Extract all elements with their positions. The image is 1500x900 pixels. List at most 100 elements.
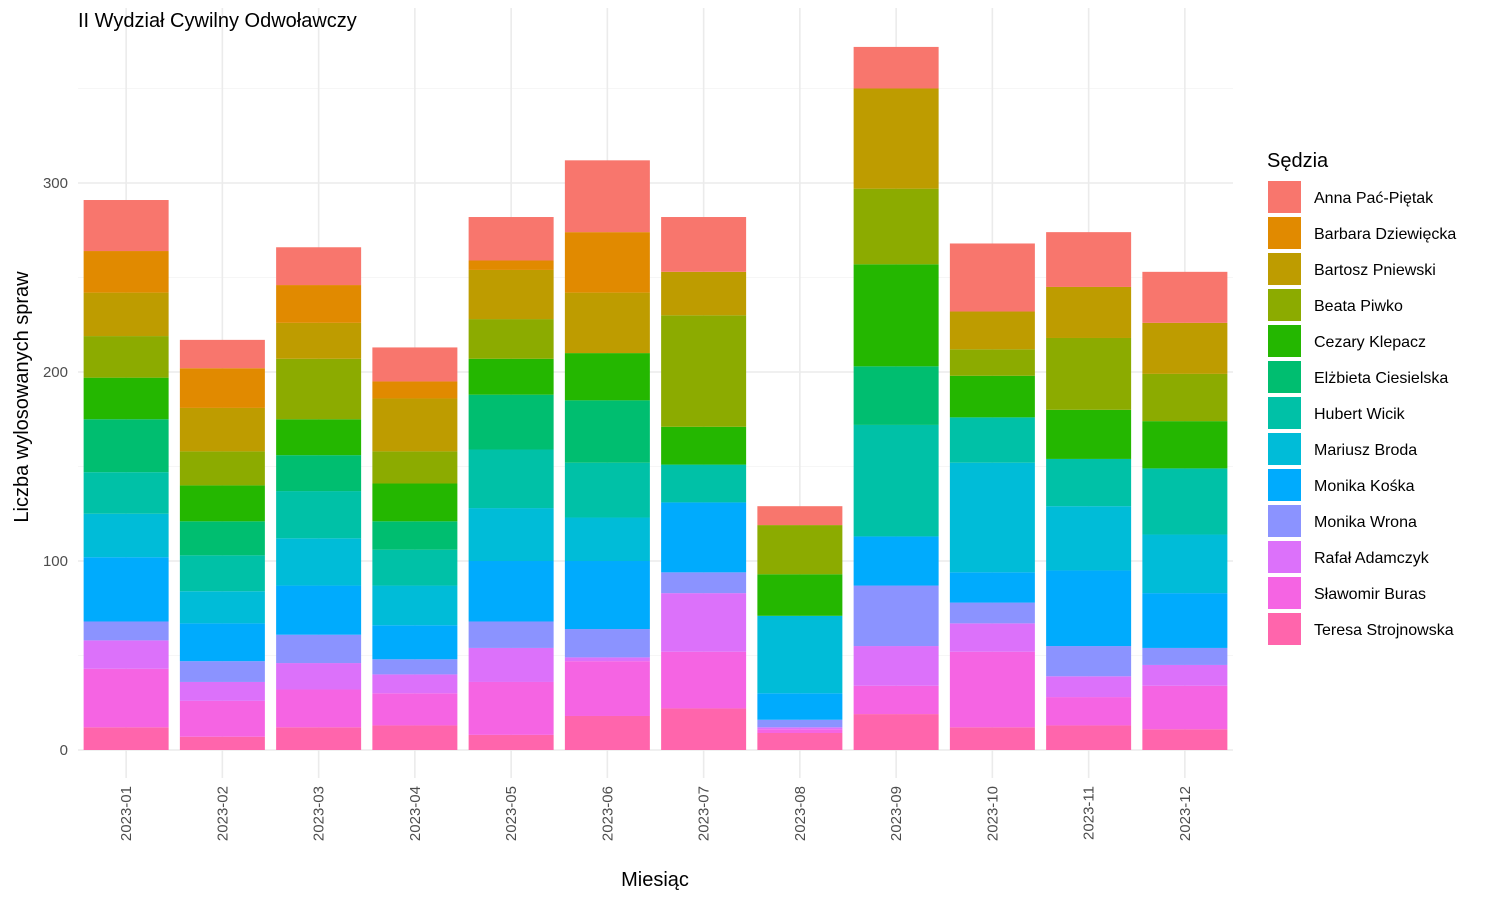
bar-segment [564, 232, 650, 293]
bar-segment [1142, 664, 1228, 686]
bar-segment [1142, 534, 1228, 594]
bar-segment [179, 521, 265, 556]
bar-segment [949, 651, 1035, 728]
bar-segment [949, 623, 1035, 652]
bar-segment [853, 714, 939, 750]
legend-swatch [1268, 541, 1301, 573]
legend-label: Rafał Adamczyk [1314, 550, 1430, 567]
bar-segment [1142, 685, 1228, 730]
bar-segment [564, 292, 650, 354]
bar-segment [1142, 593, 1228, 648]
bar-segment [661, 708, 747, 750]
bar-segment [564, 657, 650, 662]
bar-segment [564, 353, 650, 401]
bar-segment [276, 455, 362, 492]
bar-segment [1046, 506, 1132, 571]
y-axis-title: Liczba wylosowanych spraw [11, 271, 33, 523]
bar-segment [853, 188, 939, 265]
bar-segment [276, 689, 362, 728]
bar-segment [661, 464, 747, 503]
legend-swatch [1268, 253, 1301, 285]
y-tick-label: 200 [43, 364, 68, 381]
x-tick-label: 2023-06 [599, 786, 616, 841]
bar-segment [853, 424, 939, 537]
y-tick-label: 300 [43, 175, 68, 192]
bar-segment [564, 561, 650, 630]
bar-segment [179, 681, 265, 701]
bar-segment [661, 271, 747, 316]
legend-label: Beata Piwko [1314, 298, 1403, 315]
bar-segment [276, 247, 362, 286]
x-tick-label: 2023-07 [696, 786, 713, 841]
bar-segment [83, 640, 169, 669]
bar-segment [1142, 729, 1228, 750]
bar-segment [83, 377, 169, 420]
bar-segment [83, 251, 169, 293]
bar-segment [372, 674, 458, 694]
y-tick-label: 0 [60, 742, 68, 759]
bar-segment [853, 536, 939, 586]
bar-segment [179, 555, 265, 592]
legend-label: Barbara Dziewięcka [1314, 226, 1456, 243]
bar-segment [468, 217, 554, 261]
x-axis-title: Miesiąc [621, 869, 689, 891]
bar-segment [661, 593, 747, 652]
x-tick-label: 2023-05 [503, 786, 520, 841]
bar-segment [564, 715, 650, 750]
bar-segment [853, 585, 939, 647]
bar-segment [949, 602, 1035, 624]
legend-swatch [1268, 325, 1301, 357]
bar-segment [468, 394, 554, 450]
bar-segment [1046, 570, 1132, 647]
legend-label: Monika Kośka [1314, 478, 1415, 495]
bar-segment [468, 260, 554, 270]
bar-segment [276, 663, 362, 690]
bar-segment [276, 285, 362, 323]
legend-swatch [1268, 469, 1301, 501]
bar-segment [1142, 271, 1228, 323]
bar-segment [83, 513, 169, 558]
bar-segment [83, 336, 169, 378]
bar-segment [372, 521, 458, 550]
legend-title: Sędzia [1267, 150, 1329, 172]
bar-segment [179, 661, 265, 682]
bar-segment [372, 585, 458, 626]
x-tick-label: 2023-09 [888, 786, 905, 841]
bar-segment [1046, 676, 1132, 698]
bar-segment [372, 659, 458, 675]
legend-label: Bartosz Pniewski [1314, 262, 1436, 279]
bar-segment [468, 449, 554, 509]
legend-label: Mariusz Broda [1314, 442, 1417, 459]
bar-segment [757, 729, 843, 733]
legend-label: Elżbieta Ciesielska [1314, 370, 1448, 387]
bar-segment [1046, 337, 1132, 410]
bar-segment [564, 517, 650, 561]
legend-swatch [1268, 433, 1301, 465]
bar-segment [949, 462, 1035, 573]
bar-segment [372, 549, 458, 586]
bar-segment [853, 46, 939, 89]
bar-segment [661, 572, 747, 594]
bar-segment [757, 506, 843, 526]
bar-segment [83, 419, 169, 473]
legend-label: Anna Pać-Piętak [1314, 190, 1434, 207]
bar-segment [468, 734, 554, 750]
bar-segment [179, 591, 265, 624]
bar-segment [757, 693, 843, 720]
bar-segment [1142, 421, 1228, 469]
bar-segment [83, 727, 169, 750]
bar-segment [757, 732, 843, 750]
bar-segment [276, 358, 362, 420]
legend-swatch [1268, 613, 1301, 645]
bar-segment [372, 381, 458, 399]
bar-segment [1046, 286, 1132, 338]
bar-segment [372, 483, 458, 522]
bar-segment [1142, 373, 1228, 422]
bar-segment [853, 646, 939, 686]
bar-segment [853, 685, 939, 715]
legend-label: Monika Wrona [1314, 514, 1417, 531]
bar-segment [661, 502, 747, 573]
bar-segment [372, 625, 458, 660]
x-tick-label: 2023-03 [311, 786, 328, 841]
legend-swatch [1268, 577, 1301, 609]
